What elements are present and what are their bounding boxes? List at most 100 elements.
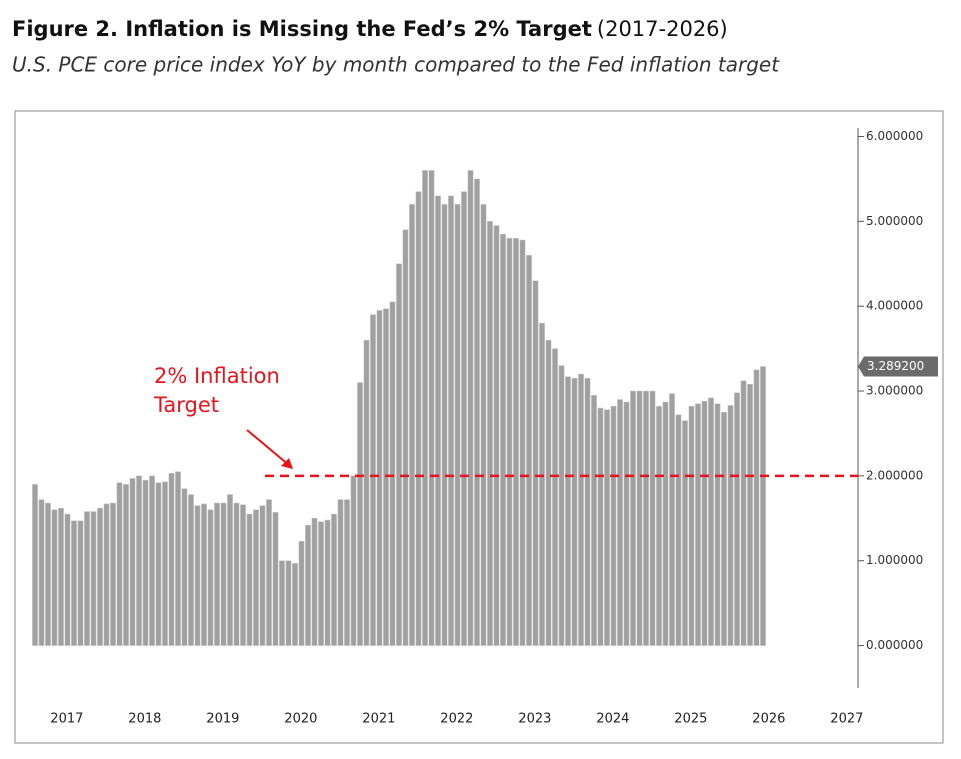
bar (558, 365, 565, 646)
bar (175, 471, 181, 646)
bar (188, 494, 194, 646)
subtitle: U.S. PCE core price index YoY by month c… (12, 53, 780, 77)
bar (370, 314, 376, 646)
y-tick-label: 4.000000 (866, 299, 923, 313)
bar (344, 499, 350, 646)
bar (415, 191, 422, 646)
bar (727, 405, 734, 646)
bar (708, 397, 714, 646)
bar (428, 170, 435, 646)
bar (337, 499, 344, 646)
bar (84, 511, 90, 646)
bar (565, 376, 571, 646)
bar (617, 399, 623, 646)
bar (454, 204, 461, 646)
bar (181, 488, 188, 646)
bar (734, 392, 740, 646)
bar (253, 509, 259, 646)
bar (168, 473, 175, 646)
bar (305, 524, 311, 646)
bar (435, 195, 441, 646)
bar (194, 505, 201, 646)
bar (610, 406, 617, 646)
last-value-box (858, 356, 938, 377)
y-tick-label: 5.000000 (866, 214, 923, 228)
annotation-arrowhead (281, 458, 293, 469)
bar (545, 339, 552, 646)
bar (402, 229, 409, 646)
bar (201, 503, 207, 646)
bar (682, 420, 688, 646)
x-tick-label: 2021 (362, 712, 395, 727)
bar (266, 499, 272, 646)
x-tick-label: 2026 (752, 712, 785, 727)
annotation-arrow (246, 429, 291, 467)
y-tick-label: 6.000000 (866, 129, 923, 143)
x-tick-label: 2027 (830, 712, 863, 727)
bar (747, 383, 753, 646)
x-tick-label: 2023 (518, 712, 551, 727)
bar (220, 502, 227, 646)
bar (649, 390, 656, 646)
annotation: 2% Inflation (154, 364, 280, 388)
bar (688, 406, 695, 646)
x-tick-label: 2018 (128, 712, 161, 727)
bar (552, 348, 558, 646)
bar (38, 499, 45, 646)
bar (662, 401, 669, 646)
y-tick-label: 2.000000 (866, 468, 923, 482)
bar (58, 507, 64, 646)
bar (32, 484, 38, 646)
bar (279, 560, 285, 646)
bar (331, 513, 337, 646)
last-value-label: 3.289200 (867, 359, 924, 373)
bar (240, 504, 246, 646)
bar (474, 178, 480, 646)
bar (604, 409, 610, 646)
bar (110, 502, 116, 646)
bar (162, 481, 168, 646)
bar (142, 479, 149, 646)
y-tick-label: 0.000000 (866, 638, 923, 652)
bar (675, 414, 682, 646)
bar (597, 407, 604, 646)
bar (701, 400, 708, 646)
bar (461, 191, 467, 646)
bar (272, 512, 279, 646)
bar (149, 475, 155, 646)
bar (480, 204, 487, 646)
bar (532, 280, 539, 646)
bar (357, 382, 363, 646)
x-tick-label: 2022 (440, 712, 473, 727)
bar (506, 238, 513, 646)
bar (539, 322, 545, 646)
bar (103, 503, 110, 646)
bar (513, 238, 519, 646)
bar (500, 233, 506, 646)
bar (526, 255, 532, 646)
bar (409, 204, 415, 646)
bar (71, 520, 77, 646)
bar (214, 502, 220, 646)
bar (77, 520, 84, 646)
bar (155, 482, 162, 646)
bar (376, 310, 383, 646)
bar (246, 513, 253, 646)
bar (136, 475, 142, 646)
bar (207, 509, 214, 646)
bar (311, 518, 318, 646)
bar (298, 540, 305, 646)
bar (64, 513, 71, 646)
bar (448, 195, 454, 646)
bar (45, 502, 51, 646)
bar (487, 221, 493, 646)
bar (129, 478, 136, 646)
y-tick-label: 1.000000 (866, 553, 923, 567)
bar (389, 301, 396, 646)
bar (227, 494, 233, 646)
bar (643, 390, 649, 646)
bar (467, 170, 474, 646)
bar (636, 390, 643, 646)
chart-title: Figure 2. Inflation is Missing the Fed’s… (12, 17, 728, 41)
